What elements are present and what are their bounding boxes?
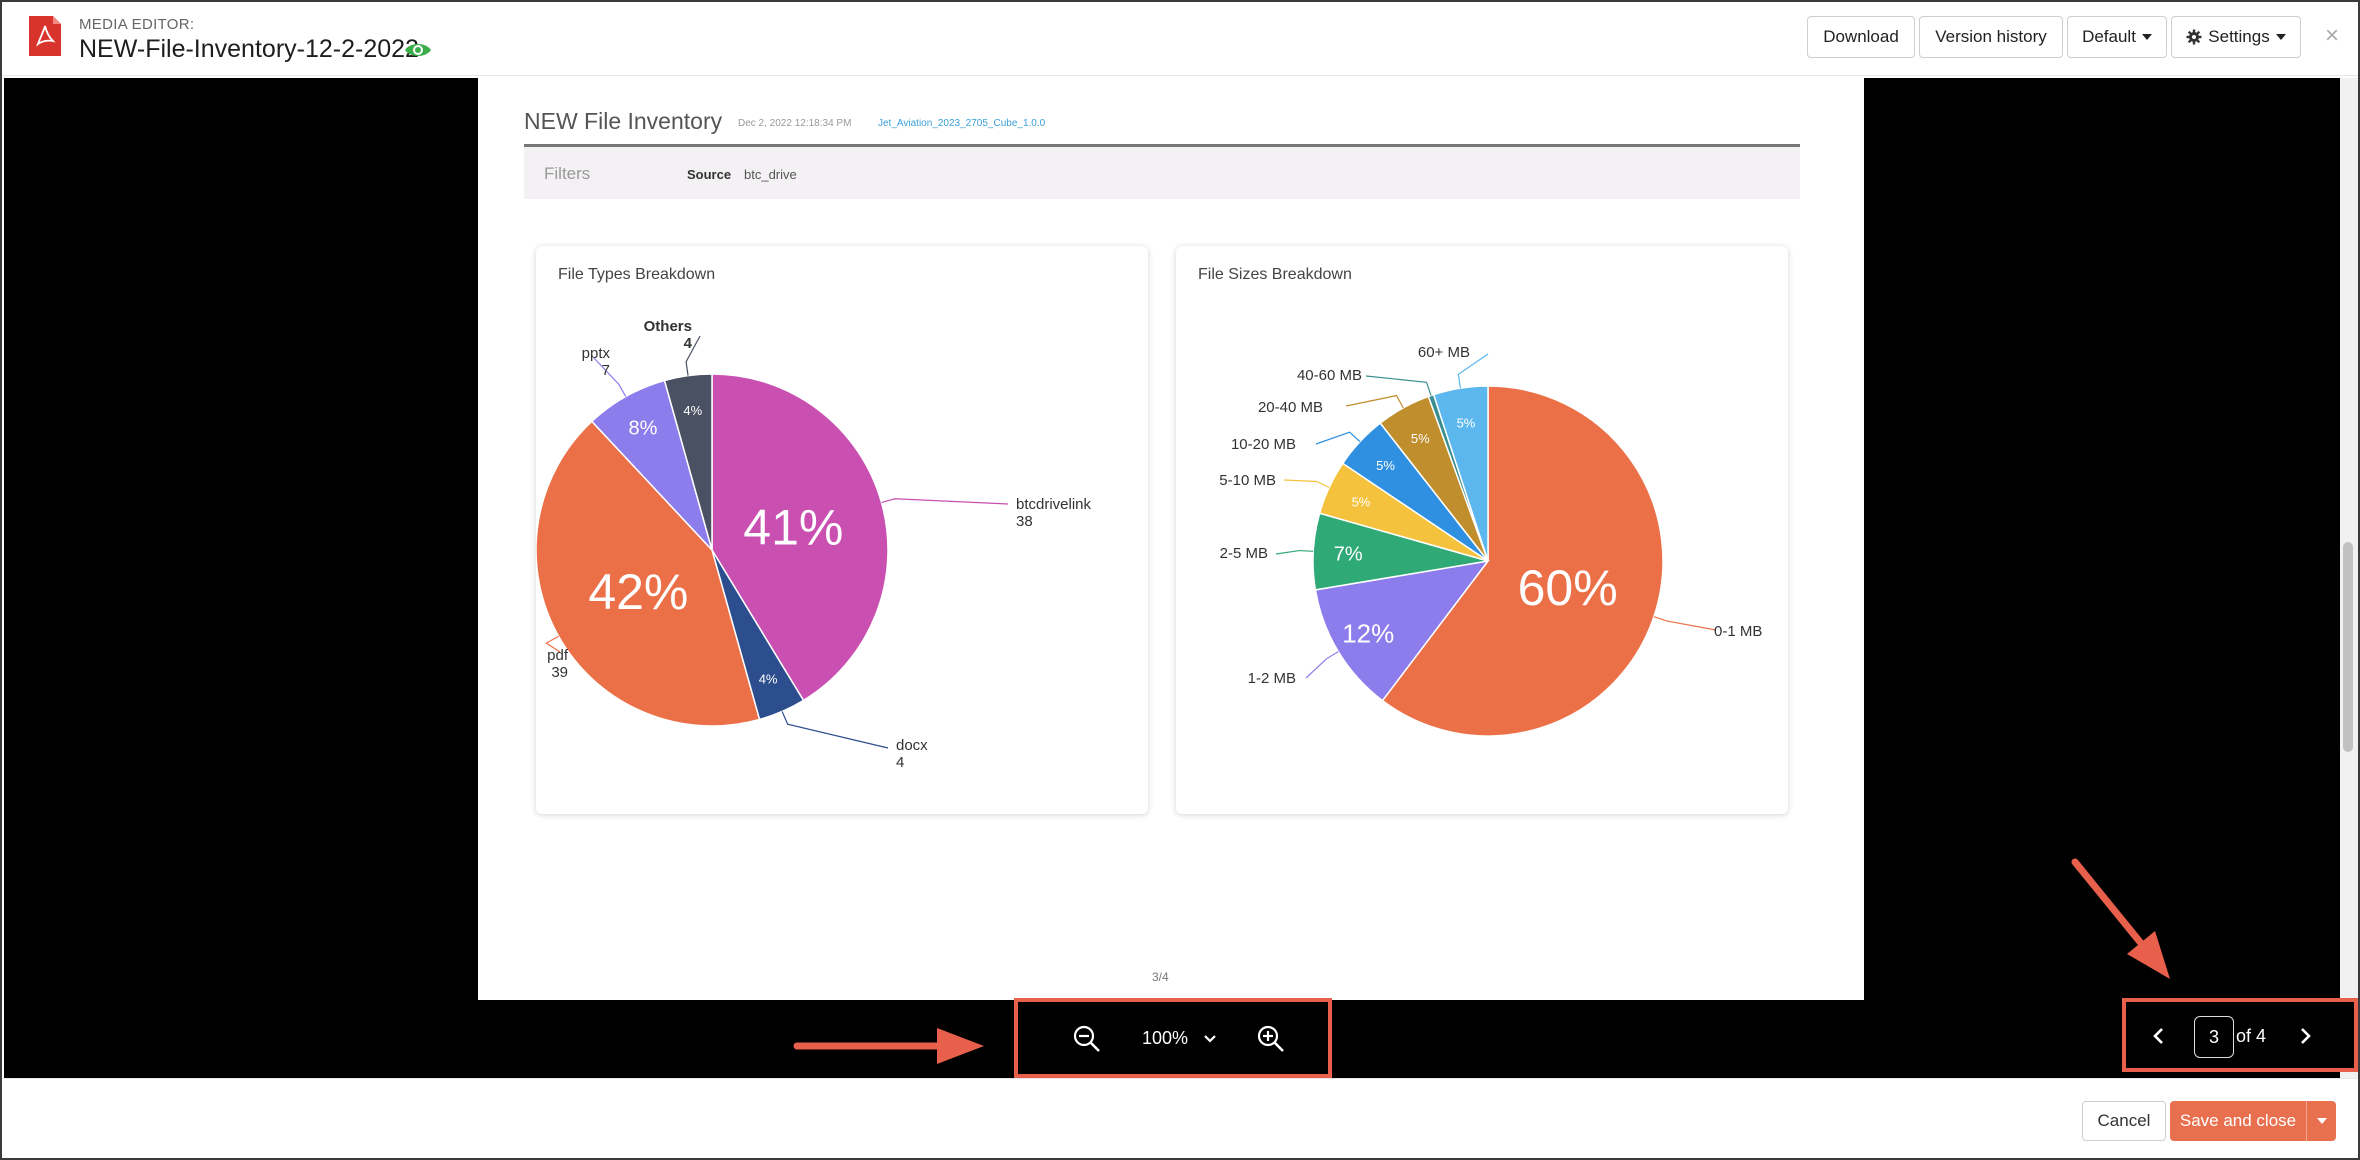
slice-category-label: 60+ MB bbox=[1418, 344, 1470, 361]
file-sizes-pie-chart: 60% 0-1 MB 12% 1-2 MB 7% 2-5 MB 5% 5-10 MB 5% 10-… bbox=[1219, 344, 1762, 737]
slice-percent-label: 42% bbox=[588, 564, 688, 620]
download-button-label: Download bbox=[1823, 27, 1899, 46]
save-and-close-button[interactable]: Save and close bbox=[2170, 1101, 2306, 1141]
slice-value-label: 7 bbox=[602, 362, 610, 379]
zoom-out-icon[interactable] bbox=[1072, 1024, 1102, 1054]
slice-percent-label: 60% bbox=[1518, 560, 1618, 616]
slice-category-label: Others bbox=[644, 318, 692, 335]
caret-down-icon bbox=[2141, 34, 2152, 40]
leader-line bbox=[881, 498, 1009, 505]
leader-line bbox=[1365, 375, 1432, 396]
slice-category-label: docx bbox=[896, 737, 928, 754]
leader-line bbox=[1653, 616, 1717, 631]
zoom-in-icon[interactable] bbox=[1256, 1024, 1286, 1054]
pie-slice bbox=[1381, 385, 1664, 737]
report-date: Dec 2, 2022 12:18:34 PM bbox=[738, 118, 852, 129]
slice-percent-label: 5% bbox=[1457, 415, 1476, 430]
slice-category-label: 10-20 MB bbox=[1231, 436, 1296, 453]
chart-title: File Sizes Breakdown bbox=[1198, 266, 1352, 283]
source-filter-value: btc_drive bbox=[744, 167, 797, 182]
slice-category-label: pdf bbox=[547, 647, 569, 664]
filters-label: Filters bbox=[544, 164, 591, 183]
chevron-right-icon[interactable] bbox=[2296, 1026, 2314, 1046]
version-history-button-label: Version history bbox=[1935, 27, 2047, 46]
slice-percent-label: 5% bbox=[1352, 495, 1371, 510]
slice-percent-label: 7% bbox=[1334, 543, 1363, 565]
close-icon[interactable]: × bbox=[2324, 22, 2339, 49]
file-types-pie-chart: 41% btcdrivelink384%docx442%pdf398%pptx74… bbox=[536, 318, 1092, 771]
slice-category-label: btcdrivelink bbox=[1016, 496, 1092, 513]
slice-category-label: 2-5 MB bbox=[1220, 545, 1268, 562]
leader-line bbox=[1457, 353, 1489, 389]
scrollbar-thumb[interactable] bbox=[2343, 542, 2353, 752]
page-navigation: of 4 bbox=[2122, 998, 2358, 1072]
page-indicator: 3/4 bbox=[1152, 970, 1169, 984]
file-types-chart-card: File Types Breakdown 41% btcdrivelink 38 4%… bbox=[536, 246, 1148, 814]
slice-category-label: 20-40 MB bbox=[1258, 399, 1323, 416]
chevron-down-icon[interactable] bbox=[1203, 1032, 1217, 1046]
slice-percent-label: 5% bbox=[1376, 458, 1395, 473]
default-dropdown-label: Default bbox=[2082, 27, 2136, 46]
slice-percent-label: 4% bbox=[683, 403, 702, 418]
report-title: NEW File Inventory bbox=[524, 108, 723, 134]
zoom-control: 100% bbox=[1014, 998, 1332, 1078]
slice-category-label: 5-10 MB bbox=[1219, 472, 1276, 489]
file-name-title: NEW-File-Inventory-12-2-2022 bbox=[79, 35, 419, 63]
pie-slice bbox=[1432, 385, 1489, 562]
pdf-page: NEW File Inventory Dec 2, 2022 12:18:34 … bbox=[478, 78, 1864, 1000]
title-divider bbox=[524, 144, 1800, 147]
slice-category-label: 0-1 MB bbox=[1714, 623, 1762, 640]
slice-percent-label: 8% bbox=[629, 417, 658, 439]
leader-line bbox=[1275, 549, 1314, 555]
gear-icon bbox=[2186, 29, 2202, 45]
save-options-dropdown[interactable] bbox=[2306, 1101, 2336, 1141]
slice-value-label: 4 bbox=[896, 754, 904, 771]
leader-line bbox=[593, 357, 627, 397]
slice-category-label: 40-60 MB bbox=[1297, 367, 1362, 384]
leader-line bbox=[545, 635, 561, 653]
leader-line bbox=[1315, 431, 1361, 445]
chevron-left-icon[interactable] bbox=[2150, 1026, 2168, 1046]
footer-bar: Cancel Save and close bbox=[2, 1078, 2358, 1158]
download-button[interactable]: Download bbox=[1807, 16, 1915, 58]
file-sizes-chart-card: File Sizes Breakdown 60% 0-1 MB 12% 1-2 MB 7… bbox=[1176, 246, 1788, 814]
zoom-level[interactable]: 100% bbox=[1142, 1028, 1189, 1048]
leader-line bbox=[685, 335, 701, 376]
default-dropdown[interactable]: Default bbox=[2067, 16, 2167, 58]
leader-line bbox=[1283, 479, 1330, 488]
leader-line bbox=[781, 711, 889, 749]
settings-dropdown[interactable]: Settings bbox=[2171, 16, 2301, 58]
pie-slice bbox=[663, 373, 713, 551]
filters-bar: Filters Source btc_drive bbox=[524, 147, 1800, 199]
cancel-button[interactable]: Cancel bbox=[2082, 1101, 2166, 1141]
eye-icon[interactable] bbox=[404, 40, 432, 60]
source-filter-key: Source bbox=[687, 167, 732, 182]
slice-value-label: 39 bbox=[551, 664, 568, 681]
page-total-label: of 4 bbox=[2236, 1026, 2267, 1046]
slice-value-label: 4 bbox=[684, 335, 693, 352]
slice-category-label: 1-2 MB bbox=[1248, 670, 1296, 687]
pdf-file-icon bbox=[29, 16, 61, 56]
slice-category-label: pptx bbox=[582, 345, 611, 362]
page-number-input[interactable] bbox=[2194, 1016, 2234, 1058]
leader-line bbox=[1345, 394, 1404, 409]
settings-dropdown-label: Settings bbox=[2208, 27, 2270, 46]
slice-percent-label: 12% bbox=[1342, 619, 1394, 649]
report-link[interactable]: Jet_Aviation_2023_2705_Cube_1.0.0 bbox=[878, 118, 1046, 129]
caret-down-icon bbox=[2275, 34, 2286, 40]
pie-slice bbox=[1314, 559, 1490, 702]
slice-percent-label: 41% bbox=[743, 500, 843, 556]
media-editor-label: MEDIA EDITOR: bbox=[79, 16, 195, 33]
slice-percent-label: 5% bbox=[1411, 431, 1430, 446]
pie-slice bbox=[536, 420, 761, 727]
slice-percent-label: 4% bbox=[759, 672, 778, 687]
caret-down-icon bbox=[2316, 1118, 2327, 1124]
leader-line bbox=[1305, 651, 1339, 679]
header-bar: MEDIA EDITOR: NEW-File-Inventory-12-2-20… bbox=[2, 2, 2358, 76]
slice-value-label: 38 bbox=[1016, 513, 1033, 530]
version-history-button[interactable]: Version history bbox=[1919, 16, 2063, 58]
chart-title: File Types Breakdown bbox=[558, 266, 716, 283]
